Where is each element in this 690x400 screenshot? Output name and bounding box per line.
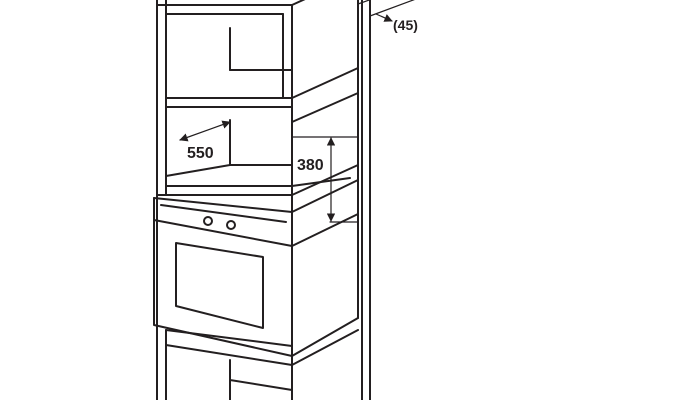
oven-knob-right bbox=[226, 220, 236, 230]
built-in-oven bbox=[153, 179, 359, 357]
dimension-depth: 550 bbox=[179, 120, 231, 162]
oven-side bbox=[291, 179, 359, 357]
oven-window bbox=[175, 242, 264, 329]
cabinet-back-panel bbox=[229, 0, 359, 319]
oven-control-panel bbox=[153, 197, 293, 247]
lower-compartment bbox=[156, 329, 359, 400]
gap-dimension-label: (45) bbox=[393, 17, 418, 33]
gap-extension-lines bbox=[357, 0, 415, 17]
dimension-height: 380 bbox=[291, 136, 359, 223]
depth-dimension-arrow bbox=[179, 120, 231, 142]
gap-dimension-arrow bbox=[375, 13, 393, 22]
oven-front-panel bbox=[153, 197, 293, 357]
cabinet-side-panel bbox=[361, 0, 371, 400]
oven-knob-left bbox=[203, 216, 213, 226]
height-extension-lines bbox=[291, 136, 359, 223]
height-dimension-label: 380 bbox=[297, 157, 324, 174]
dimension-gap: (45) bbox=[357, 0, 418, 33]
cabinet-front-divider bbox=[282, 4, 293, 400]
cabinet-top-rail bbox=[156, 0, 306, 15]
depth-dimension-label: 550 bbox=[187, 145, 214, 162]
upper-shelf bbox=[165, 67, 359, 123]
